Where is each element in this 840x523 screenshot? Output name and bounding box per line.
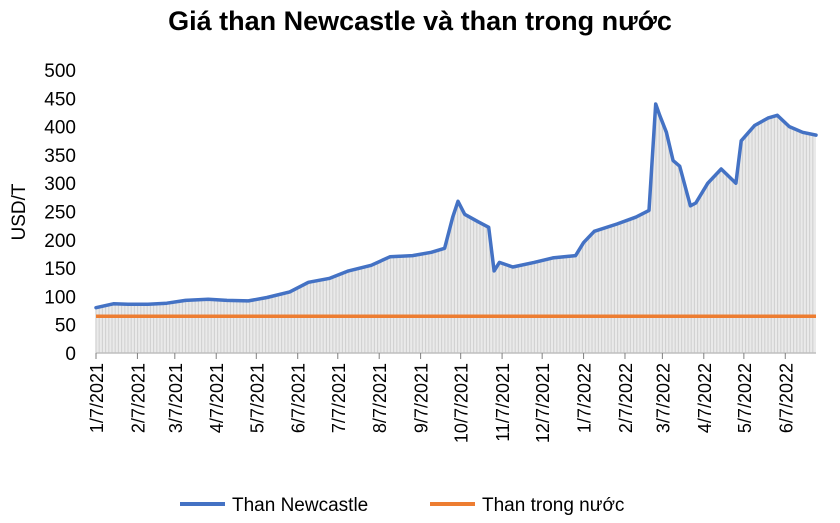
series-line-newcastle <box>94 102 818 310</box>
x-tick-label: 3/7/2022 <box>653 363 673 433</box>
y-tick-label: 100 <box>44 287 76 308</box>
x-tick-label: 12/7/2021 <box>533 363 553 443</box>
x-tick-label: 9/7/2021 <box>412 363 432 433</box>
x-tick-label: 3/7/2021 <box>166 363 186 433</box>
newcastle-area <box>96 104 816 353</box>
x-tick-label: 4/7/2021 <box>207 363 227 433</box>
x-tick-label: 2/7/2022 <box>616 363 636 433</box>
y-axis-title: USD/T <box>9 183 30 240</box>
y-tick-label: 150 <box>44 259 76 280</box>
x-tick-label: 1/7/2021 <box>87 363 107 433</box>
x-tick-label: 5/7/2021 <box>247 363 267 433</box>
y-tick-label: 500 <box>44 61 76 82</box>
y-tick-label: 450 <box>44 89 76 110</box>
x-tick-label: 5/7/2022 <box>735 363 755 433</box>
y-tick-label: 250 <box>44 203 76 224</box>
x-tick-label: 6/7/2021 <box>289 363 309 433</box>
legend-label: Than trong nước <box>482 495 624 516</box>
y-tick-label: 50 <box>55 316 76 337</box>
y-axis-ticks: 0 50 100 150 200 250 300 350 400 450 500 <box>44 61 76 365</box>
x-tick-label: 2/7/2021 <box>128 363 148 433</box>
x-tick-label: 4/7/2022 <box>695 363 715 433</box>
y-tick-label: 350 <box>44 146 76 167</box>
y-tick-label: 300 <box>44 174 76 195</box>
x-tick-label: 10/7/2021 <box>452 363 472 443</box>
x-tick-label: 11/7/2021 <box>493 363 513 442</box>
x-tick-label: 6/7/2022 <box>776 363 796 433</box>
x-tick-label: 8/7/2021 <box>370 363 390 433</box>
legend: Than Newcastle Than trong nước <box>180 495 624 516</box>
y-tick-label: 400 <box>44 118 76 139</box>
y-tick-label: 200 <box>44 231 76 252</box>
x-tick-label: 7/7/2021 <box>329 363 349 433</box>
x-axis-ticks: 1/7/2021 2/7/2021 3/7/2021 4/7/2021 5/7/2021… <box>87 353 796 443</box>
legend-label: Than Newcastle <box>232 495 368 516</box>
x-tick-label: 1/7/2022 <box>575 363 595 433</box>
chart-title: Giá than Newcastle và than trong nước <box>168 6 672 36</box>
y-tick-label: 0 <box>65 344 76 365</box>
